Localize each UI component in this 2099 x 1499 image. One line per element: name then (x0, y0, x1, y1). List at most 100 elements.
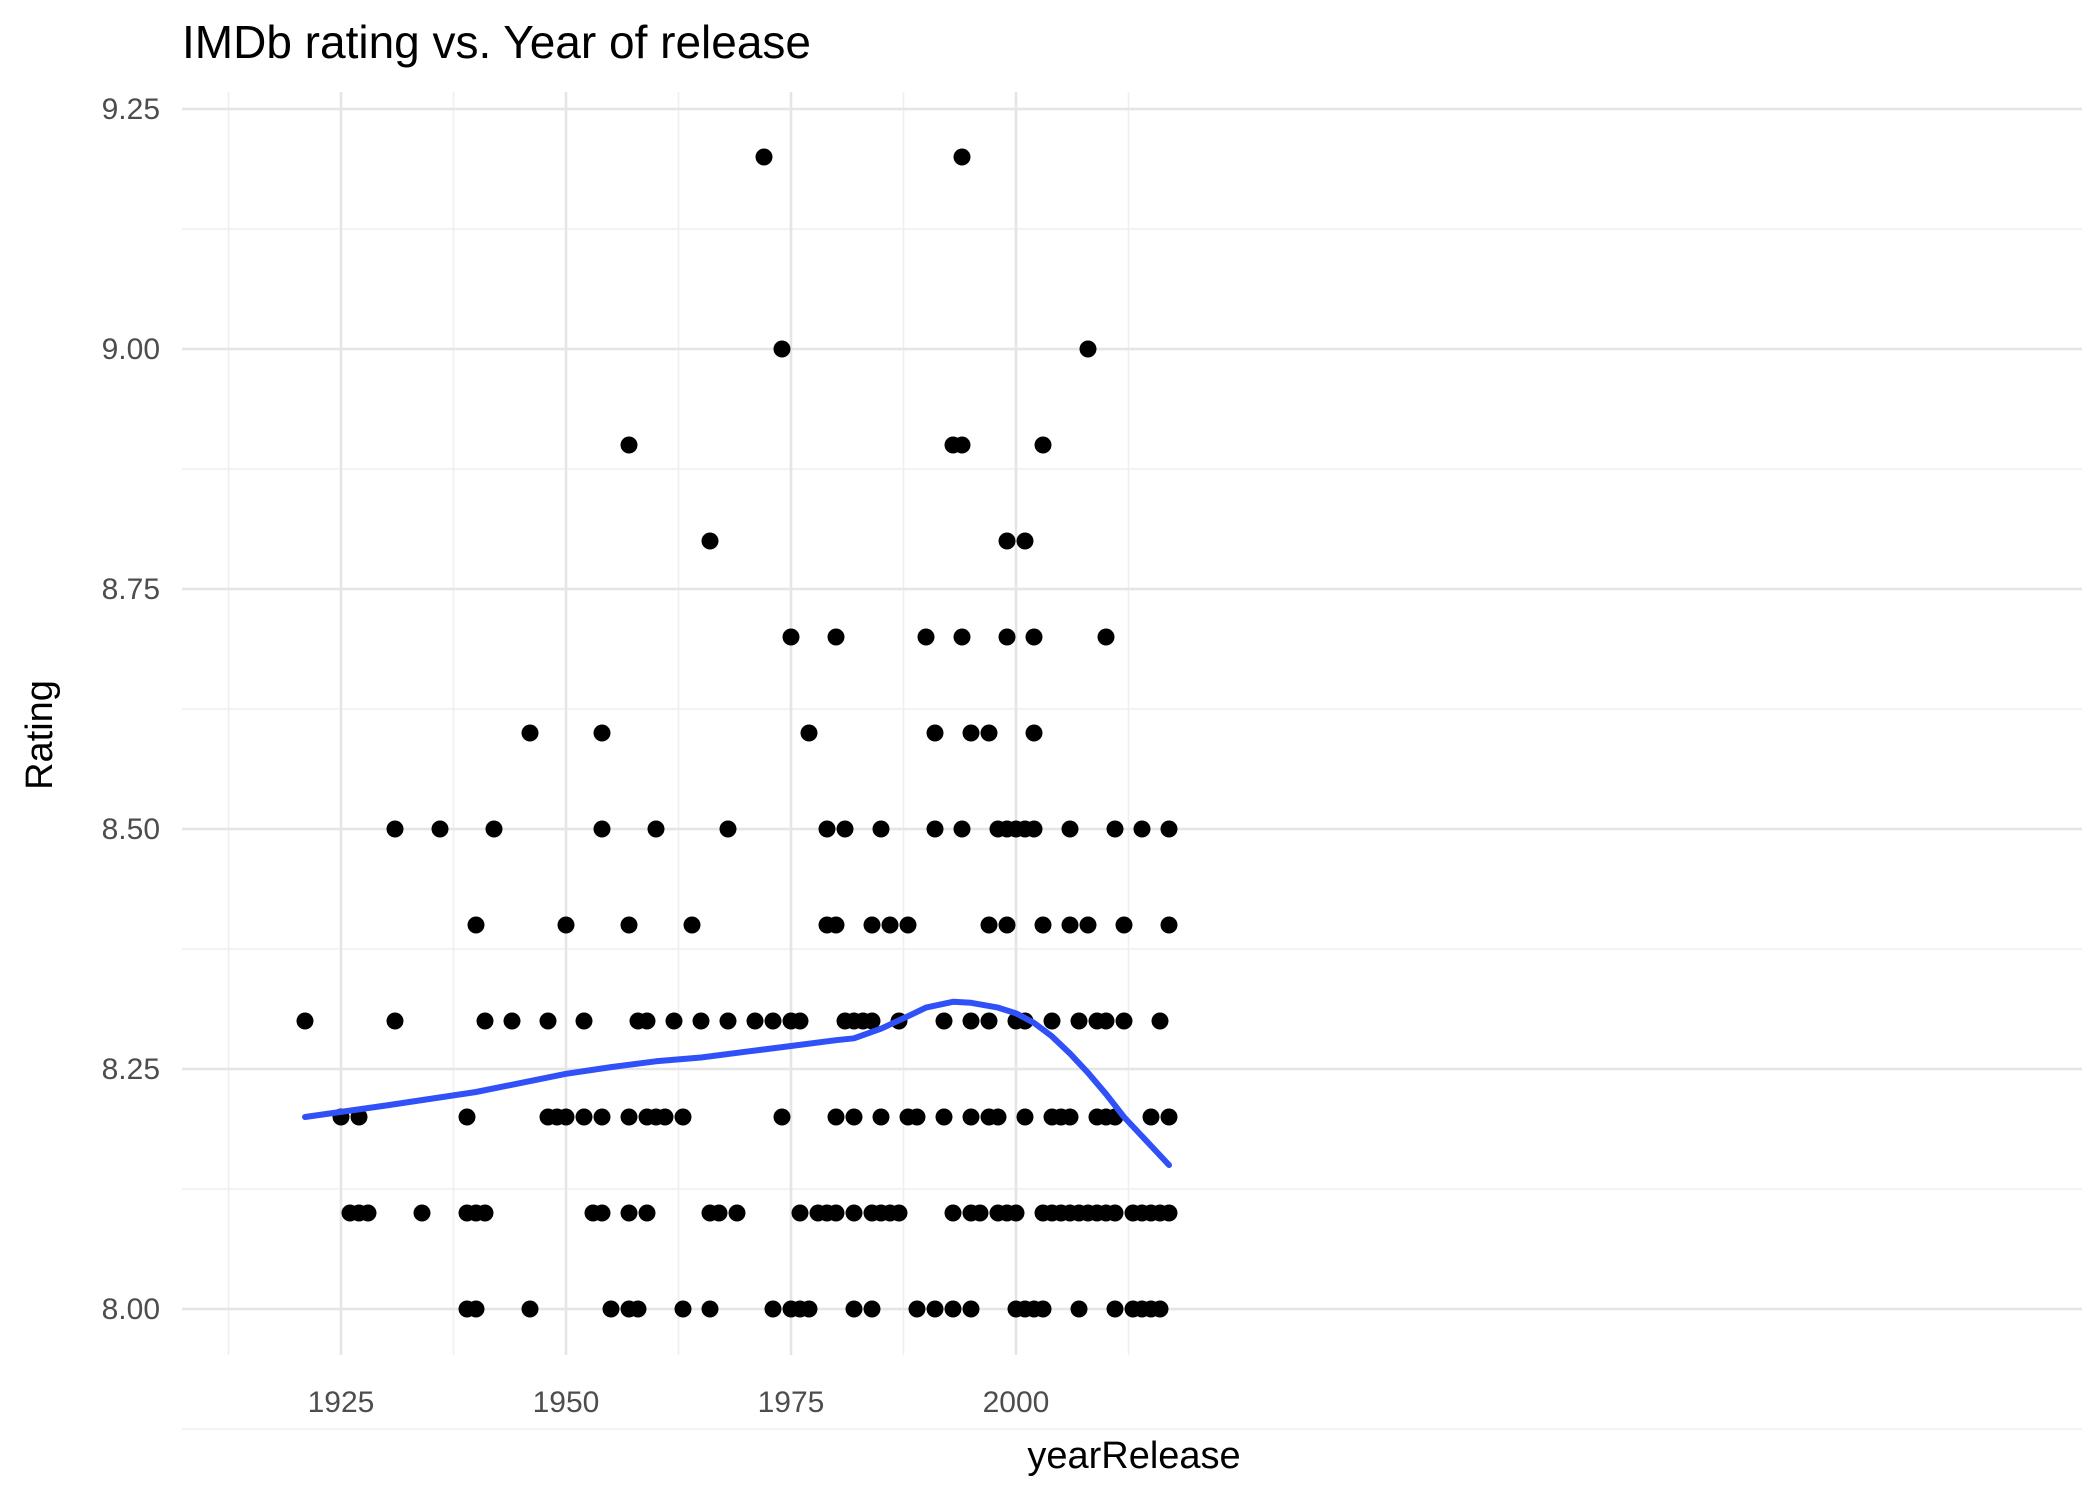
data-point (701, 532, 719, 550)
data-point (1034, 1300, 1052, 1318)
data-point (1061, 820, 1079, 838)
data-point (593, 1204, 611, 1222)
y-tick-label: 8.25 (102, 1053, 160, 1086)
data-point (1106, 1204, 1124, 1222)
data-point (773, 340, 791, 358)
data-point (890, 1204, 908, 1222)
data-point (899, 916, 917, 934)
y-tick-label: 8.75 (102, 573, 160, 606)
data-point (1079, 340, 1097, 358)
data-point (620, 1108, 638, 1126)
major-gridlines (182, 92, 2082, 1355)
data-point (926, 820, 944, 838)
data-point (620, 436, 638, 454)
data-point (881, 916, 899, 934)
x-tick-label: 1975 (758, 1386, 825, 1419)
data-point (593, 1108, 611, 1126)
data-point (980, 1012, 998, 1030)
data-point (719, 820, 737, 838)
data-point (710, 1204, 728, 1222)
data-point (1097, 1012, 1115, 1030)
data-point (845, 1300, 863, 1318)
data-point (1097, 628, 1115, 646)
data-point (818, 820, 836, 838)
data-point (845, 1204, 863, 1222)
data-point (1115, 1012, 1133, 1030)
data-point (638, 1204, 656, 1222)
data-point (962, 1300, 980, 1318)
data-point (476, 1012, 494, 1030)
data-point (665, 1012, 683, 1030)
data-point (701, 1300, 719, 1318)
data-point (1160, 1204, 1178, 1222)
data-point (863, 1300, 881, 1318)
data-point (962, 724, 980, 742)
data-point (953, 820, 971, 838)
data-point (1025, 724, 1043, 742)
x-axis-label: yearRelease (1027, 1435, 1240, 1477)
data-point (953, 148, 971, 166)
data-point (620, 916, 638, 934)
data-point (980, 724, 998, 742)
data-point (683, 916, 701, 934)
data-point (413, 1204, 431, 1222)
data-point (962, 1108, 980, 1126)
data-point (692, 1012, 710, 1030)
data-point (764, 1012, 782, 1030)
data-point (998, 916, 1016, 934)
data-point (431, 820, 449, 838)
data-point (728, 1204, 746, 1222)
data-point (908, 1300, 926, 1318)
data-point (989, 1108, 1007, 1126)
data-point (620, 1204, 638, 1222)
data-point (674, 1300, 692, 1318)
data-point (845, 1108, 863, 1126)
data-point (575, 1012, 593, 1030)
data-point (1061, 1108, 1079, 1126)
data-point (593, 820, 611, 838)
data-point (386, 1012, 404, 1030)
data-point (629, 1300, 647, 1318)
data-point (575, 1108, 593, 1126)
data-point (638, 1012, 656, 1030)
smooth-trend-line (302, 998, 1172, 1168)
data-point (557, 1108, 575, 1126)
data-point (926, 724, 944, 742)
y-tick-label: 8.00 (102, 1293, 160, 1326)
data-point (359, 1204, 377, 1222)
data-point (971, 1204, 989, 1222)
x-tick-label: 1925 (308, 1386, 375, 1419)
data-point (827, 916, 845, 934)
data-point (1025, 820, 1043, 838)
minor-gridlines (182, 92, 2082, 1430)
x-tick-label: 1950 (533, 1386, 600, 1419)
data-point (791, 1012, 809, 1030)
data-point (521, 1300, 539, 1318)
data-point (755, 148, 773, 166)
data-point (1070, 1300, 1088, 1318)
data-point (863, 1012, 881, 1030)
data-point (953, 436, 971, 454)
chart-title: IMDb rating vs. Year of release (182, 16, 811, 68)
data-point (1151, 1012, 1169, 1030)
data-point (647, 820, 665, 838)
data-point (296, 1012, 314, 1030)
data-point (458, 1108, 476, 1126)
data-point (944, 1204, 962, 1222)
data-point (674, 1108, 692, 1126)
data-point (539, 1012, 557, 1030)
data-point (998, 628, 1016, 646)
data-point (1151, 1300, 1169, 1318)
data-point (800, 724, 818, 742)
y-axis-ticks: 8.00 8.25 8.50 8.75 9.00 9.25 (102, 93, 160, 1326)
data-point (953, 628, 971, 646)
data-point (1160, 820, 1178, 838)
data-point (872, 1108, 890, 1126)
data-point (386, 820, 404, 838)
data-point (1106, 820, 1124, 838)
data-point (1016, 532, 1034, 550)
data-point (1070, 1012, 1088, 1030)
data-point (1160, 916, 1178, 934)
